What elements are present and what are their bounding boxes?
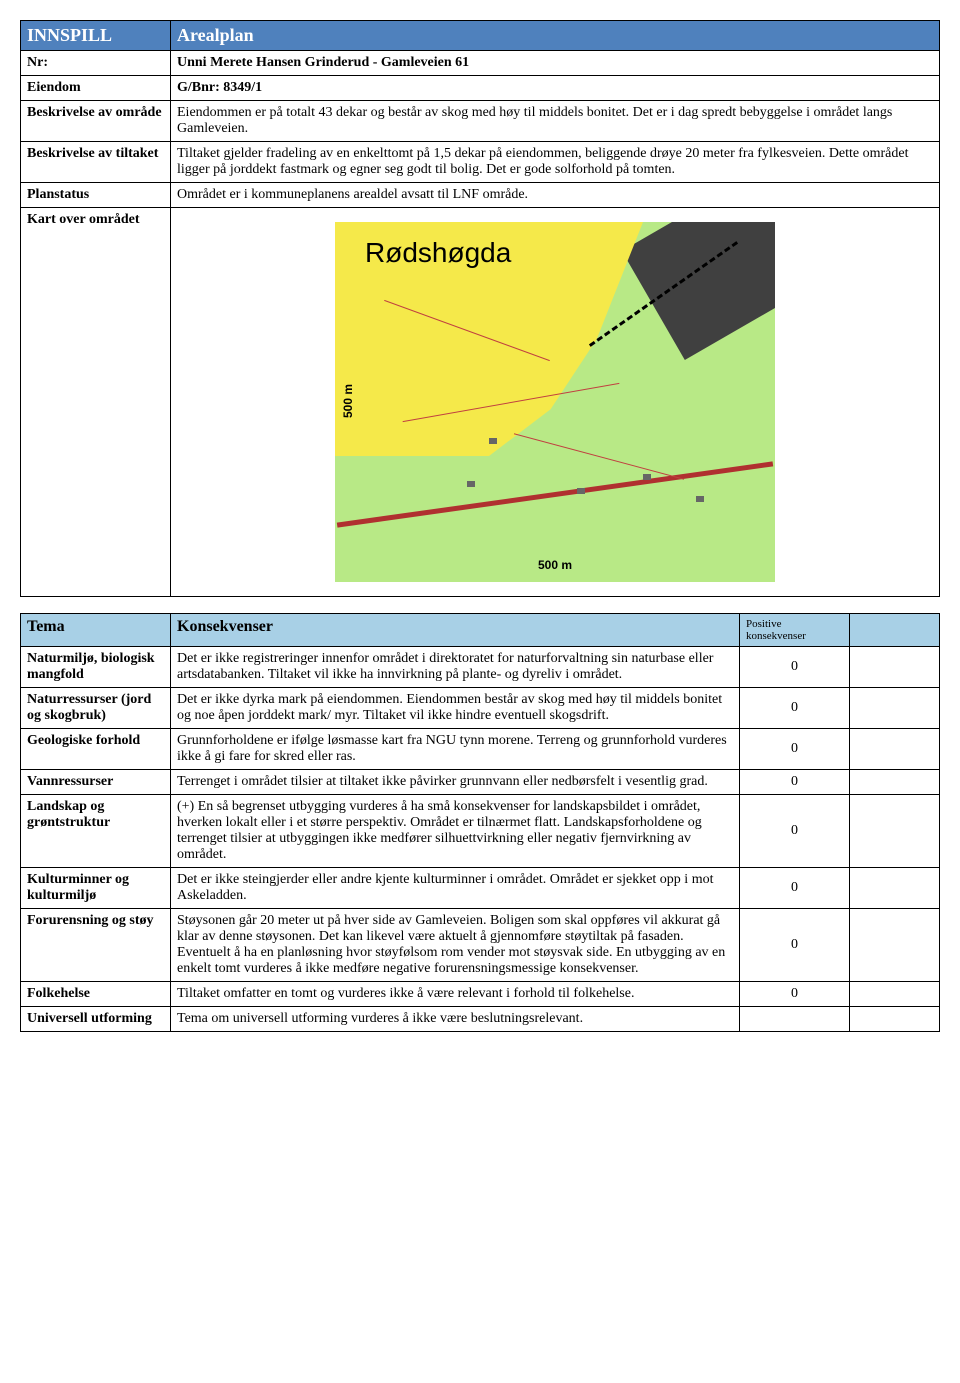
- tema-row-value: 0: [740, 688, 850, 729]
- table-row: Kulturminner og kulturmiljøDet er ikke s…: [21, 868, 940, 909]
- map-path: [514, 433, 684, 480]
- tema-row-empty: [850, 688, 940, 729]
- tema-row-value: 0: [740, 909, 850, 982]
- tema-row-value: [740, 1007, 850, 1032]
- map-building-icon: [577, 488, 585, 494]
- tema-row-label: Geologiske forhold: [21, 729, 171, 770]
- tema-row-text: Grunnforholdene er ifølge løsmasse kart …: [171, 729, 740, 770]
- table-row: Forurensning og støyStøysonen går 20 met…: [21, 909, 940, 982]
- tema-row-value: 0: [740, 982, 850, 1007]
- beskrivelse-tiltak-value: Tiltaket gjelder fradeling av en enkeltt…: [171, 142, 940, 183]
- map-dark-region: [622, 222, 775, 360]
- beskrivelse-omrade-label: Beskrivelse av område: [21, 101, 171, 142]
- map-vert-scale: 500 m: [341, 384, 355, 418]
- tema-row-text: Tiltaket omfatter en tomt og vurderes ik…: [171, 982, 740, 1007]
- innspill-header: INNSPILL: [21, 21, 171, 51]
- tema-row-empty: [850, 868, 940, 909]
- table-row: Universell utformingTema om universell u…: [21, 1007, 940, 1032]
- tema-row-text: Det er ikke registreringer innenfor områ…: [171, 647, 740, 688]
- tema-row-label: Naturressurser (jord og skogbruk): [21, 688, 171, 729]
- table-row: VannressurserTerrenget i området tilsier…: [21, 770, 940, 795]
- map-building-icon: [467, 481, 475, 487]
- tema-table: Tema Konsekvenser Positive konsekvenser …: [20, 613, 940, 1032]
- map-cell: Rødshøgda 500 m 500 m: [171, 208, 940, 597]
- tema-row-value: 0: [740, 795, 850, 868]
- map-building-icon: [489, 438, 497, 444]
- table-row: Geologiske forholdGrunnforholdene er ifø…: [21, 729, 940, 770]
- tema-row-label: Landskap og grøntstruktur: [21, 795, 171, 868]
- tema-row-text: Støysonen går 20 meter ut på hver side a…: [171, 909, 740, 982]
- tema-row-text: Tema om universell utforming vurderes å …: [171, 1007, 740, 1032]
- tema-row-value: 0: [740, 868, 850, 909]
- tema-row-text: Det er ikke dyrka mark på eiendommen. Ei…: [171, 688, 740, 729]
- nr-label: Nr:: [21, 51, 171, 76]
- tema-row-value: 0: [740, 647, 850, 688]
- tema-row-empty: [850, 795, 940, 868]
- table-row: FolkehelseTiltaket omfatter en tomt og v…: [21, 982, 940, 1007]
- konsekvenser-label: Konsekvenser: [171, 614, 740, 647]
- tema-row-label: Universell utforming: [21, 1007, 171, 1032]
- table-row: Naturressurser (jord og skogbruk)Det er …: [21, 688, 940, 729]
- tema-row-empty: [850, 647, 940, 688]
- table-row: Naturmiljø, biologisk mangfoldDet er ikk…: [21, 647, 940, 688]
- tema-header-label: Tema: [21, 614, 171, 647]
- arealplan-header: Arealplan: [171, 21, 940, 51]
- tema-row-label: Vannressurser: [21, 770, 171, 795]
- empty-header: [850, 614, 940, 647]
- table-row: Landskap og grøntstruktur(+) En så begre…: [21, 795, 940, 868]
- map-building-icon: [696, 496, 704, 502]
- tema-row-label: Kulturminner og kulturmiljø: [21, 868, 171, 909]
- kart-label: Kart over området: [21, 208, 171, 597]
- tema-row-text: Terrenget i området tilsier at tiltaket …: [171, 770, 740, 795]
- tema-row-empty: [850, 909, 940, 982]
- tema-row-empty: [850, 1007, 940, 1032]
- planstatus-value: Området er i kommuneplanens arealdel avs…: [171, 183, 940, 208]
- tema-row-empty: [850, 770, 940, 795]
- tema-row-label: Folkehelse: [21, 982, 171, 1007]
- tema-row-label: Forurensning og støy: [21, 909, 171, 982]
- eiendom-value: G/Bnr: 8349/1: [177, 80, 262, 95]
- beskrivelse-omrade-value: Eiendommen er på totalt 43 dekar og best…: [171, 101, 940, 142]
- tema-row-empty: [850, 729, 940, 770]
- tema-row-label: Naturmiljø, biologisk mangfold: [21, 647, 171, 688]
- tema-row-text: Det er ikke steingjerder eller andre kje…: [171, 868, 740, 909]
- tema-row-value: 0: [740, 729, 850, 770]
- tema-row-text: (+) En så begrenset utbygging vurderes å…: [171, 795, 740, 868]
- nr-value: Unni Merete Hansen Grinderud - Gamleveie…: [177, 55, 469, 70]
- map-image: Rødshøgda 500 m 500 m: [335, 222, 775, 582]
- info-table: INNSPILL Arealplan Nr: Unni Merete Hanse…: [20, 20, 940, 597]
- map-main-road: [337, 461, 773, 527]
- positive-label: Positive konsekvenser: [740, 614, 850, 647]
- map-title-label: Rødshøgda: [365, 237, 511, 269]
- beskrivelse-tiltak-label: Beskrivelse av tiltaket: [21, 142, 171, 183]
- tema-row-empty: [850, 982, 940, 1007]
- map-scale-label: 500 m: [538, 558, 572, 572]
- planstatus-label: Planstatus: [21, 183, 171, 208]
- map-building-icon: [643, 474, 651, 480]
- eiendom-label: Eiendom: [21, 76, 171, 101]
- tema-row-value: 0: [740, 770, 850, 795]
